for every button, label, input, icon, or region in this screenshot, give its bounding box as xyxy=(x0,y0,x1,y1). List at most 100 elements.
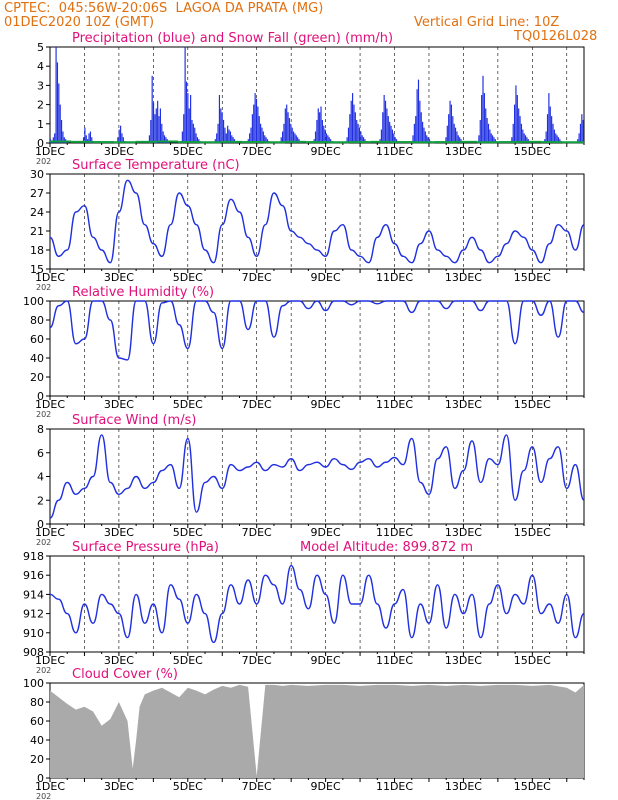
x-tick-label: 1DEC xyxy=(35,526,65,539)
precip-bar xyxy=(577,139,579,143)
x-tick-label: 15DEC xyxy=(514,780,551,793)
panel-4 xyxy=(46,428,585,528)
precip-bar xyxy=(122,137,124,143)
x-tick-label: 15DEC xyxy=(514,654,551,667)
precip-bar xyxy=(362,137,365,143)
precip-bar xyxy=(286,104,288,143)
panel-2 xyxy=(46,173,585,273)
x-tick-label: 9DEC xyxy=(311,780,341,793)
precip-bar xyxy=(389,121,391,143)
panel-frame xyxy=(49,555,585,653)
x-tick-label: 9DEC xyxy=(311,526,341,539)
precip-bar xyxy=(485,108,487,143)
precip-bar xyxy=(357,123,359,143)
precip-bar xyxy=(216,133,218,143)
panel-title: Surface Temperature (nC) xyxy=(72,158,240,173)
precip-bar xyxy=(557,137,560,143)
precip-bar xyxy=(353,104,355,143)
y-tick-label: 30 xyxy=(30,168,44,181)
precip-bar xyxy=(290,123,292,143)
precip-bar xyxy=(494,139,496,143)
precip-bar xyxy=(422,121,424,143)
precip-bar xyxy=(457,135,459,143)
precip-bar xyxy=(445,137,447,143)
x-tick-label: 7DEC xyxy=(242,780,272,793)
precip-bar xyxy=(479,119,481,143)
precip-bar xyxy=(227,125,229,143)
panel-title: Cloud Cover (%) xyxy=(72,667,178,682)
precip-bar xyxy=(393,133,395,143)
precip-bar xyxy=(553,129,555,143)
y-tick-label: 0 xyxy=(37,772,44,785)
precip-bar xyxy=(157,100,159,143)
precip-bar xyxy=(266,139,269,143)
x-year-stub: 202 xyxy=(36,410,51,419)
precip-bar xyxy=(324,129,326,143)
x-year-stub: 202 xyxy=(36,283,51,292)
precip-bar xyxy=(185,81,188,143)
y-tick-label: 20 xyxy=(30,371,44,384)
snow-bar xyxy=(477,141,499,144)
precip-bar xyxy=(214,139,216,143)
precip-bar xyxy=(382,112,384,143)
precip-bar xyxy=(88,133,90,143)
run-date-header: 01DEC2020 10Z (GMT) xyxy=(4,15,155,30)
precip-bar xyxy=(493,137,495,143)
precip-bar xyxy=(419,100,421,143)
precip-bar xyxy=(317,108,319,143)
x-tick-label: 3DEC xyxy=(104,398,134,411)
precip-bar xyxy=(321,119,323,143)
y-tick-label: 24 xyxy=(30,206,44,219)
precip-bar xyxy=(217,123,219,143)
y-tick-label: 18 xyxy=(30,244,44,257)
x-tick-label: 5DEC xyxy=(173,780,203,793)
snow-bar xyxy=(242,141,264,144)
precip-bar xyxy=(555,133,557,143)
precip-bar xyxy=(358,127,361,143)
precip-bar xyxy=(483,93,485,143)
precip-bar xyxy=(254,93,256,143)
snow-bar xyxy=(541,141,563,144)
snow-bar xyxy=(519,140,542,143)
x-tick-label: 11DEC xyxy=(376,145,413,158)
x-tick-label: 9DEC xyxy=(311,398,341,411)
precip-bar xyxy=(347,127,350,143)
x-tick-label: 5DEC xyxy=(173,398,203,411)
precip-bar xyxy=(426,135,428,143)
y-tick-label: 21 xyxy=(30,225,44,238)
precip-bar xyxy=(59,104,61,143)
snow-bar xyxy=(455,140,478,143)
precip-bar xyxy=(85,135,87,143)
x-tick-label: 13DEC xyxy=(445,145,482,158)
precip-bar xyxy=(58,83,60,143)
precip-bar xyxy=(486,118,488,143)
x-tick-label: 1DEC xyxy=(35,271,65,284)
precip-bar xyxy=(284,108,286,143)
x-tick-label: 13DEC xyxy=(445,780,482,793)
precip-bar xyxy=(54,133,56,143)
x-year-stub: 202 xyxy=(36,538,51,547)
precip-bar xyxy=(481,95,483,143)
precip-bar xyxy=(228,129,230,143)
x-tick-label: 5DEC xyxy=(173,526,203,539)
y-tick-label: 40 xyxy=(30,352,44,365)
y-tick-label: 916 xyxy=(23,569,44,582)
y-tick-label: 914 xyxy=(23,588,44,601)
panel-3 xyxy=(46,300,585,400)
precip-bar xyxy=(459,137,461,143)
precip-bar xyxy=(548,93,550,143)
precip-bar xyxy=(82,137,85,143)
precip-bar xyxy=(320,106,322,143)
precip-bar xyxy=(251,114,253,143)
y-tick-label: 4 xyxy=(37,471,44,484)
precip-bar xyxy=(323,125,325,143)
x-tick-label: 1DEC xyxy=(35,654,65,667)
y-tick-label: 100 xyxy=(23,677,44,690)
x-tick-label: 9DEC xyxy=(311,654,341,667)
precip-bar xyxy=(487,123,490,143)
precip-bar xyxy=(446,125,448,143)
precip-bar xyxy=(551,116,553,143)
precip-bar xyxy=(260,123,262,143)
precip-bar xyxy=(314,131,317,143)
grid-note: Vertical Grid Line: 10Z xyxy=(414,15,560,30)
